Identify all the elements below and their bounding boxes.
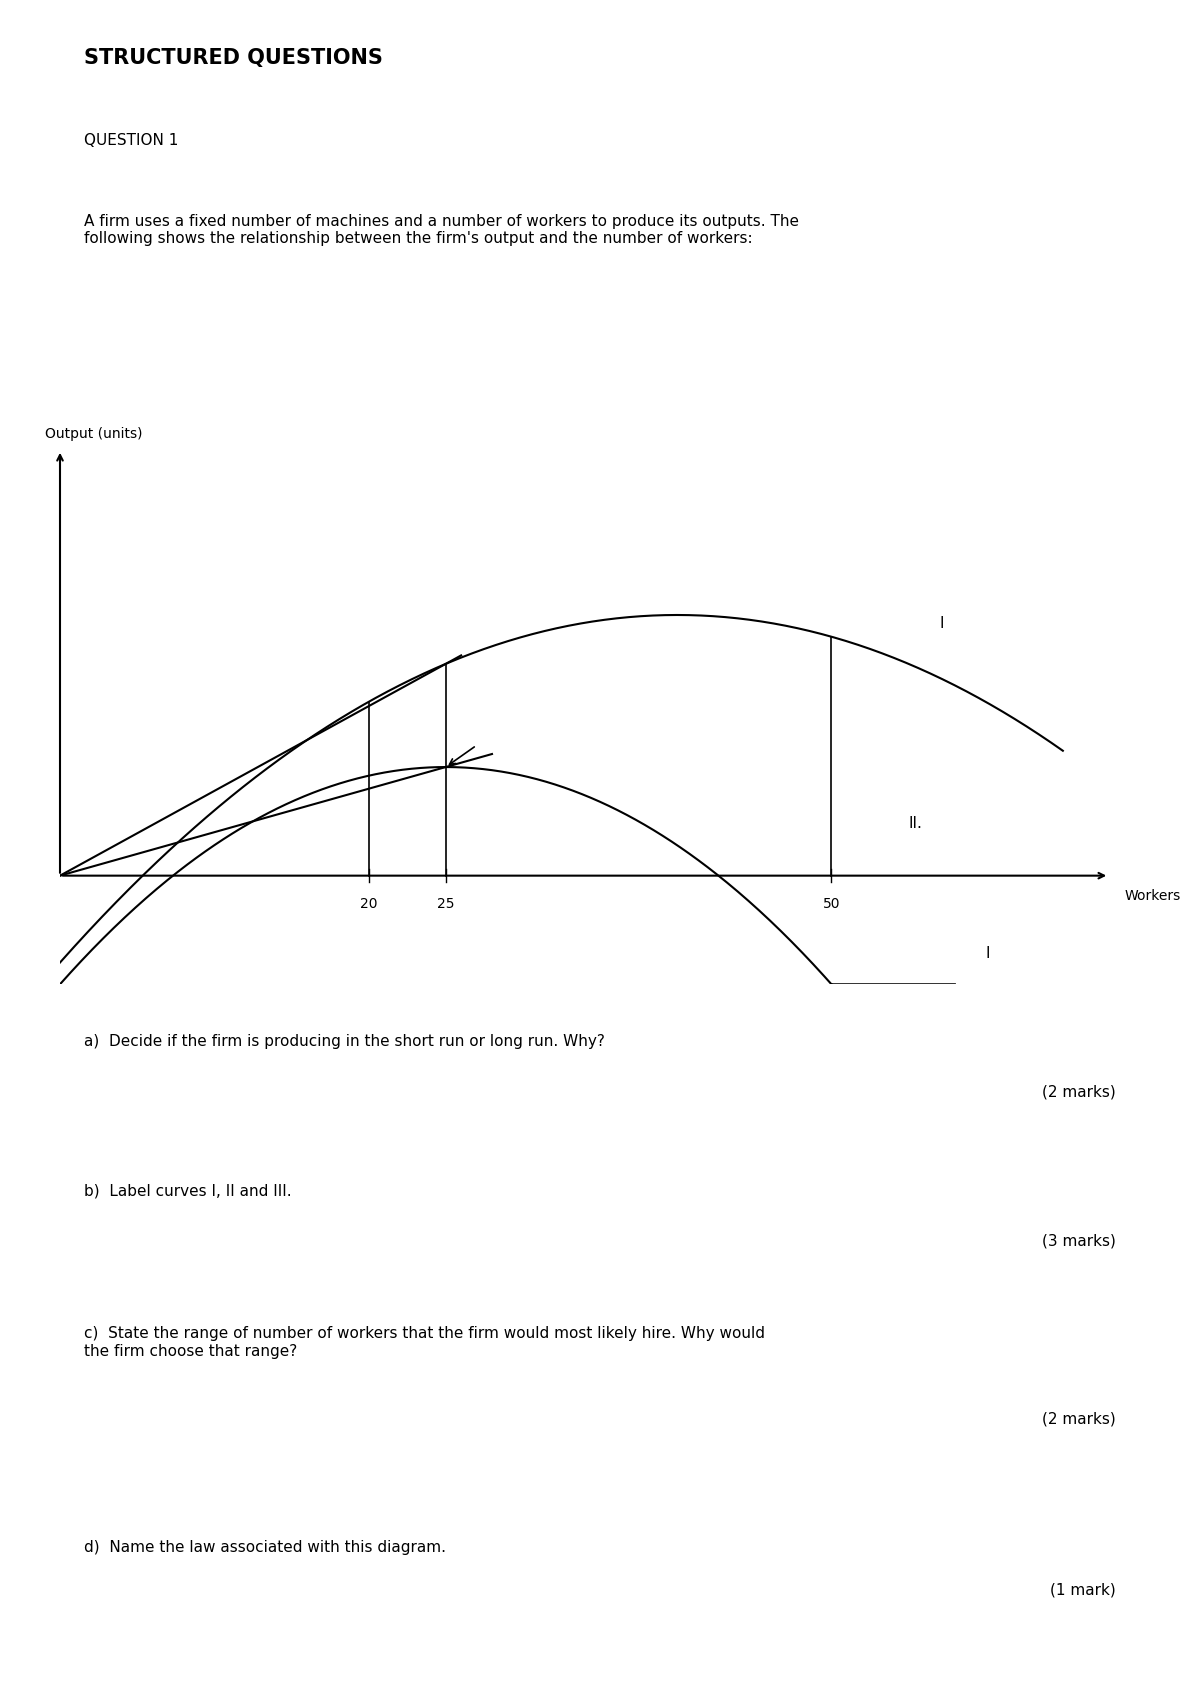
Text: (2 marks): (2 marks) [1043, 1412, 1116, 1427]
Text: a)  Decide if the firm is producing in the short run or long run. Why?: a) Decide if the firm is producing in th… [84, 1033, 605, 1049]
Text: I: I [940, 616, 944, 631]
Text: A firm uses a fixed number of machines and a number of workers to produce its ou: A firm uses a fixed number of machines a… [84, 214, 799, 246]
Text: I: I [985, 947, 990, 961]
Text: Output (units): Output (units) [44, 428, 142, 441]
Text: b)  Label curves I, II and III.: b) Label curves I, II and III. [84, 1185, 292, 1198]
Text: (1 mark): (1 mark) [1050, 1583, 1116, 1599]
Text: 25: 25 [437, 898, 455, 911]
Text: 20: 20 [360, 898, 377, 911]
Text: II.: II. [908, 816, 923, 832]
Text: QUESTION 1: QUESTION 1 [84, 132, 179, 148]
Text: (2 marks): (2 marks) [1043, 1084, 1116, 1100]
Text: d)  Name the law associated with this diagram.: d) Name the law associated with this dia… [84, 1541, 446, 1554]
Text: Workers: Workers [1124, 889, 1181, 903]
Text: 50: 50 [823, 898, 840, 911]
Text: c)  State the range of number of workers that the firm would most likely hire. W: c) State the range of number of workers … [84, 1327, 766, 1359]
Text: (3 marks): (3 marks) [1042, 1234, 1116, 1249]
Text: STRUCTURED QUESTIONS: STRUCTURED QUESTIONS [84, 48, 383, 68]
